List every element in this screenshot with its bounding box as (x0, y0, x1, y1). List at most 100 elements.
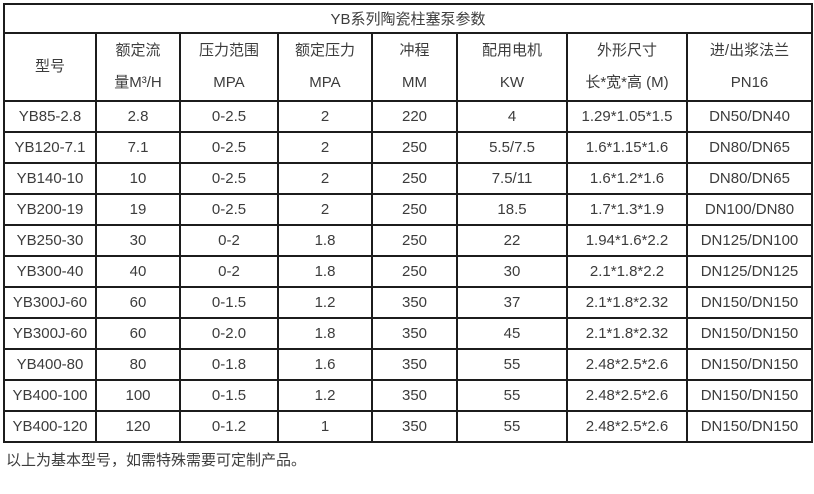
table-row: YB300-40 40 0-2 1.8 250 30 2.1*1.8*2.2 DN125/DN… (3, 255, 814, 288)
table-cell: 350 (371, 410, 458, 443)
table-cell: YB400-100 (3, 379, 97, 412)
table-row: YB300J-60 60 0-1.5 1.2 350 37 2.1*1.8*2.32 DN15… (3, 286, 814, 319)
table-cell: 0-2 (179, 255, 279, 288)
column-header-rated-pressure: 额定压力 MPA (277, 32, 373, 102)
header-line: PN16 (730, 74, 769, 91)
table-row: YB85-2.8 2.8 0-2.5 2 220 4 1.29*1.05*1.5 DN50/D… (3, 100, 814, 133)
table-cell: DN80/DN65 (685, 131, 814, 164)
header-line: 长*宽*高 (M) (585, 74, 669, 91)
table-cell: 1.8 (277, 224, 373, 257)
table-cell: 10 (95, 162, 181, 195)
table-cell: 1.6 (277, 348, 373, 381)
table-cell: 2.48*2.5*2.6 (566, 379, 688, 412)
table-cell: YB400-120 (3, 410, 97, 443)
column-header-dimensions: 外形尺寸 长*宽*高 (M) (566, 32, 688, 102)
table-cell: 0-1.5 (179, 379, 279, 412)
table-cell: 250 (371, 162, 458, 195)
table-cell: 1 (277, 410, 373, 443)
table-cell: 1.2 (277, 379, 373, 412)
header-line: 冲程 (399, 42, 430, 59)
table-cell: 350 (371, 317, 458, 350)
header-line: 量M³/H (114, 74, 162, 91)
table-cell: 7.5/11 (456, 162, 568, 195)
table-row: YB250-30 30 0-2 1.8 250 22 1.94*1.6*2.2 DN125/D… (3, 224, 814, 257)
column-header-stroke: 冲程 MM (371, 32, 458, 102)
table-body: YB85-2.8 2.8 0-2.5 2 220 4 1.29*1.05*1.5 DN50/D… (3, 100, 814, 443)
table-cell: 7.1 (95, 131, 181, 164)
table-row: YB400-120 120 0-1.2 1 350 55 2.48*2.5*2.6 DN150… (3, 410, 814, 443)
table-cell: 37 (456, 286, 568, 319)
table-cell: 2.1*1.8*2.2 (566, 255, 688, 288)
table-cell: DN150/DN150 (685, 286, 814, 319)
table-cell: 0-2 (179, 224, 279, 257)
table-cell: 0-1.8 (179, 348, 279, 381)
column-header-flange: 进/出浆法兰 PN16 (685, 32, 814, 102)
table-cell: DN150/DN150 (685, 410, 814, 443)
title-row: YB系列陶瓷柱塞泵参数 (2, 3, 814, 34)
table-cell: 1.29*1.05*1.5 (566, 100, 688, 133)
header-line: 进/出浆法兰 (709, 42, 790, 59)
table-cell: DN125/DN125 (685, 255, 814, 288)
table-cell: 55 (456, 348, 568, 381)
table-cell: 5.5/7.5 (456, 131, 568, 164)
column-header-pressure-range: 压力范围 MPA (179, 32, 279, 102)
header-line: 配用电机 (481, 42, 542, 59)
table-cell: 1.94*1.6*2.2 (566, 224, 688, 257)
table-cell: 60 (95, 286, 181, 319)
column-header-rated-flow: 额定流 量M³/H (95, 32, 181, 102)
table-cell: 2 (277, 193, 373, 226)
table-cell: 1.2 (277, 286, 373, 319)
table-cell: DN100/DN80 (685, 193, 814, 226)
table-row: YB140-10 10 0-2.5 2 250 7.5/11 1.6*1.2*1.6 DN80… (3, 162, 814, 195)
table-cell: DN50/DN40 (685, 100, 814, 133)
table-row: YB400-100 100 0-1.5 1.2 350 55 2.48*2.5*2.6 DN1… (3, 379, 814, 412)
table-cell: 18.5 (456, 193, 568, 226)
table-cell: 22 (456, 224, 568, 257)
table-cell: 30 (95, 224, 181, 257)
table-row: YB120-7.1 7.1 0-2.5 2 250 5.5/7.5 1.6*1.15*1.6… (3, 131, 814, 164)
table-cell: 0-2.0 (179, 317, 279, 350)
header-line: MM (402, 74, 427, 91)
table-cell: 2.1*1.8*2.32 (566, 317, 688, 350)
table-row: YB200-19 19 0-2.5 2 250 18.5 1.7*1.3*1.9 DN100/… (3, 193, 814, 226)
table-cell: 2 (277, 162, 373, 195)
table-cell: YB300-40 (3, 255, 97, 288)
table-cell: 100 (95, 379, 181, 412)
table-cell: 45 (456, 317, 568, 350)
table-cell: 60 (95, 317, 181, 350)
table-cell: 350 (371, 286, 458, 319)
table-cell: 350 (371, 379, 458, 412)
table-cell: 0-2.5 (179, 131, 279, 164)
table-cell: 2.8 (95, 100, 181, 133)
footer-note: 以上为基本型号，如需特殊需要可定制产品。 (6, 452, 307, 469)
table-cell: YB200-19 (3, 193, 97, 226)
column-header-model: 型号 (3, 32, 97, 102)
table-cell: YB120-7.1 (3, 131, 97, 164)
table-cell: 2.48*2.5*2.6 (566, 348, 688, 381)
table-cell: 0-2.5 (179, 100, 279, 133)
table-cell: 1.6*1.15*1.6 (566, 131, 688, 164)
table-cell: 0-2.5 (179, 193, 279, 226)
table-cell: 2 (277, 100, 373, 133)
table-cell: YB140-10 (3, 162, 97, 195)
table-cell: 2.1*1.8*2.32 (566, 286, 688, 319)
table-cell: 4 (456, 100, 568, 133)
table-cell: DN80/DN65 (685, 162, 814, 195)
header-line: MPA (309, 74, 341, 91)
table-cell: 0-2.5 (179, 162, 279, 195)
table-cell: 80 (95, 348, 181, 381)
table-cell: YB400-80 (3, 348, 97, 381)
table-title: YB系列陶瓷柱塞泵参数 (2, 3, 814, 34)
table-cell: YB85-2.8 (3, 100, 97, 133)
table-cell: DN150/DN150 (685, 379, 814, 412)
table-cell: 2.48*2.5*2.6 (566, 410, 688, 443)
table-cell: DN150/DN150 (685, 317, 814, 350)
table-cell: DN125/DN100 (685, 224, 814, 257)
table-cell: 250 (371, 193, 458, 226)
table-cell: 250 (371, 131, 458, 164)
table-cell: 55 (456, 379, 568, 412)
table-cell: 1.8 (277, 317, 373, 350)
table-cell: 1.6*1.2*1.6 (566, 162, 688, 195)
header-line: 型号 (34, 58, 65, 75)
table-cell: 250 (371, 255, 458, 288)
